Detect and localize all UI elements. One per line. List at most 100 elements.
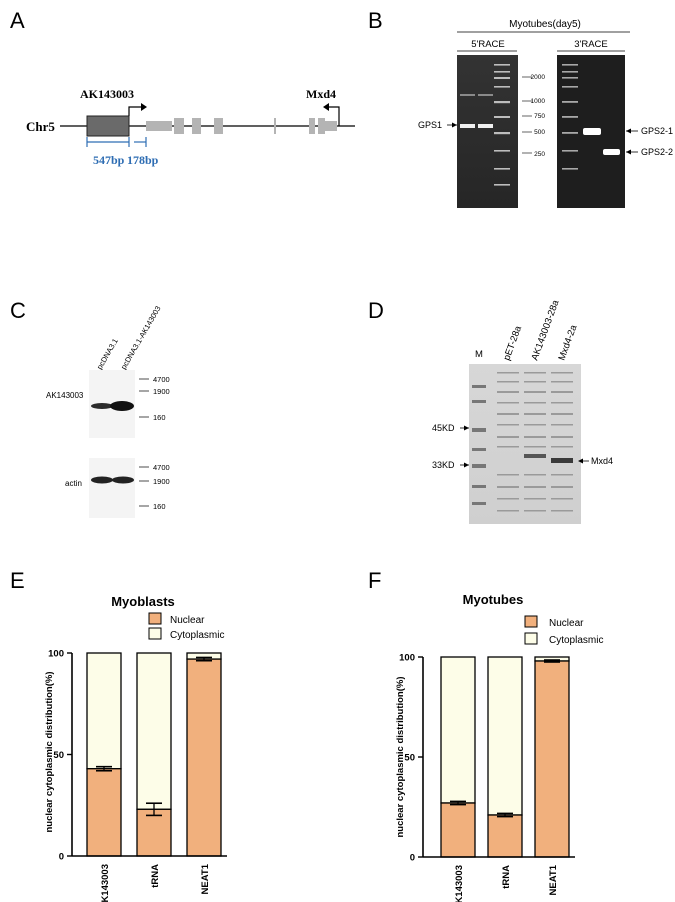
lane-m: M	[475, 349, 483, 360]
gel-5race	[457, 55, 518, 208]
panel-b: B Myotubes(day5) 5'RACE 3'RACE GPS1 2000	[368, 8, 673, 208]
bar-cytoplasmic-trna	[136, 652, 172, 810]
x-tick-neat1: NEAT1	[548, 864, 559, 895]
mxd4-overexpressed-band	[551, 458, 573, 463]
x-tick-trna: tRNA	[501, 865, 512, 889]
bar-cytoplasmic-ak143003	[86, 652, 122, 770]
bar-cytoplasmic-ak143003	[440, 656, 476, 804]
panel-e: E Myoblasts Nuclear Cytoplasmic nuclear …	[10, 568, 227, 902]
bar-cytoplasmic-trna	[487, 656, 523, 816]
bar-nuclear-trna	[487, 814, 523, 858]
bar-nuclear-neat1	[186, 658, 222, 857]
panel-d: D M pET-28a AK143003-28a Mxd4-2a	[368, 298, 613, 524]
panel-f: F Myotubes Nuclear Cytoplasmic nuclear c…	[368, 568, 603, 902]
panel-a-letter: A	[10, 8, 25, 33]
5race-label: 5'RACE	[471, 39, 505, 50]
ladder-marks: 2000 1000 750 500 250	[522, 74, 545, 158]
marker-160-bottom: 160	[153, 502, 166, 511]
row-ak143003-label: AK143003	[46, 391, 84, 400]
chart-f-ylabel: nuclear cytoplasmic distribution(%)	[395, 677, 406, 838]
45kd-arrow-icon	[464, 425, 469, 431]
chart-e-title: Myoblasts	[111, 594, 175, 609]
mxd4-exons	[146, 118, 337, 134]
distance-178bp: 178bp	[127, 153, 159, 167]
marker-1900-top: 1900	[153, 387, 170, 396]
lane-pcdna31: pcDNA3.1	[95, 337, 120, 371]
panel-f-letter: F	[368, 568, 381, 593]
x-tick-ak143003: AK143003	[454, 865, 465, 902]
ak143003-lane-band	[524, 454, 546, 458]
marker-160-top: 160	[153, 413, 166, 422]
y-tick-50: 50	[404, 753, 415, 764]
chart-e-ylabel: nuclear cytoplasmic distribution(%)	[44, 672, 55, 833]
x-tick-neat1: NEAT1	[200, 863, 211, 894]
45kd-label: 45KD	[432, 423, 455, 433]
gps2-1-label: GPS2-1	[641, 126, 673, 136]
panel-e-letter: E	[10, 568, 25, 593]
bar-nuclear-neat1	[534, 660, 570, 858]
33kd-label: 33KD	[432, 460, 455, 470]
ladder-2000: 2000	[531, 74, 546, 81]
bar-nuclear-ak143003	[440, 802, 476, 858]
y-tick-0: 0	[410, 853, 415, 864]
x-tick-trna: tRNA	[150, 864, 161, 888]
ak143003-arrowhead-icon	[141, 103, 147, 111]
panel-b-letter: B	[368, 8, 383, 33]
blot-markers	[139, 378, 149, 507]
gps1-band-lane1	[460, 124, 475, 128]
ladder-5race	[494, 64, 510, 186]
panel-c-letter: C	[10, 298, 26, 323]
gps1-label: GPS1	[418, 120, 442, 130]
chart-f-plot: AK143003 tRNA NEAT1 0 50 100	[399, 653, 575, 902]
y-tick-100: 100	[48, 649, 64, 660]
gps2-1-band	[583, 128, 601, 135]
legend-f-cytoplasmic: Cytoplasmic	[549, 635, 603, 646]
legend-e-cytoplasmic: Cytoplasmic	[170, 630, 224, 641]
sds-gel	[469, 364, 581, 524]
chart-e-plot: AK143003 tRNA NEAT1 0 50 100	[48, 649, 227, 902]
legend-e-cytoplasmic-swatch	[148, 627, 162, 640]
y-tick-100: 100	[399, 653, 415, 664]
bar-nuclear-trna	[136, 808, 172, 857]
3race-label: 3'RACE	[574, 39, 608, 50]
panel-d-letter: D	[368, 298, 384, 323]
panel-a: A Chr5 AK143003 Mxd4 547bp 178bp	[10, 8, 355, 167]
legend-f-nuclear-swatch	[524, 615, 538, 628]
chart-f-title: Myotubes	[463, 592, 524, 607]
mxd4-band-label: Mxd4	[591, 456, 613, 466]
mxd4-gene-label: Mxd4	[306, 87, 336, 101]
ak143003-tss-arrow	[128, 106, 141, 116]
distance-brackets	[86, 137, 147, 147]
ladder-250: 250	[534, 151, 545, 158]
actin-band-lane1	[91, 476, 113, 484]
legend-f-cytoplasmic-swatch	[524, 632, 538, 645]
33kd-arrow-icon	[464, 462, 469, 468]
bar-nuclear-ak143003	[86, 768, 122, 857]
distance-547bp: 547bp	[93, 153, 125, 167]
gps2-1-arrow-icon	[626, 128, 631, 134]
row-actin-label: actin	[65, 479, 82, 488]
gps2-2-band	[603, 149, 620, 155]
y-tick-0: 0	[59, 852, 64, 863]
gel-title: Myotubes(day5)	[509, 19, 581, 30]
actin-band-lane2	[112, 476, 134, 484]
mxd4-arrowhead-icon	[323, 103, 329, 111]
marker-4700-top: 4700	[153, 375, 170, 384]
legend-e-nuclear-swatch	[148, 612, 162, 625]
ak143003-gene-label: AK143003	[80, 87, 134, 101]
lane-mxd4-2a: Mxd4-2a	[556, 323, 579, 362]
ladder-750: 750	[534, 113, 545, 120]
marker-lane-bands	[472, 385, 486, 505]
ak143003-band-lane2	[110, 401, 134, 411]
ak143003-gene-box	[86, 115, 130, 137]
ladder-1000: 1000	[531, 98, 546, 105]
lane-pcdna31-ak143003: pcDNA3.1-AK143003	[119, 304, 163, 371]
legend-e-nuclear: Nuclear	[170, 615, 205, 626]
legend-f-nuclear: Nuclear	[549, 618, 584, 629]
gps2-2-label: GPS2-2	[641, 147, 673, 157]
chromosome-label: Chr5	[26, 119, 55, 134]
marker-4700-bottom: 4700	[153, 463, 170, 472]
lane-ak143003-28a: AK143003-28a	[529, 298, 561, 362]
mxd4-tss-arrow	[329, 106, 340, 126]
